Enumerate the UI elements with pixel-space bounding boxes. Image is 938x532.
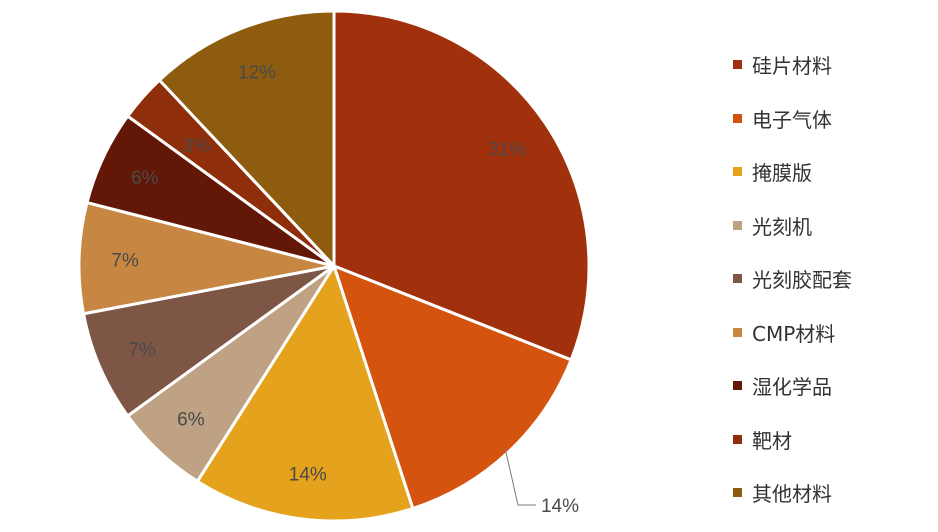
legend-label: 电子气体 (752, 107, 832, 132)
legend-swatch (733, 274, 742, 284)
legend-label: 靶材 (752, 428, 792, 453)
legend-swatch (733, 113, 742, 123)
legend-swatch (733, 167, 742, 177)
legend-item-1: 电子气体 (733, 92, 933, 146)
slice-label-3: 6% (177, 409, 205, 430)
legend-swatch (733, 327, 742, 337)
legend-item-0: 硅片材料 (733, 38, 933, 92)
pie-slice-8 (157, 9, 336, 270)
legend: 硅片材料电子气体掩膜版光刻机光刻胶配套 CMP材料湿化学品靶材其他材料 (733, 38, 933, 520)
legend-item-8: 其他材料 (733, 466, 933, 520)
legend-swatch (733, 488, 742, 498)
legend-item-7: 靶材 (733, 413, 933, 467)
legend-label: 湿化学品 (752, 375, 832, 400)
slice-label-6: 6% (131, 168, 159, 189)
legend-label: 光刻胶配套 (752, 268, 852, 293)
pie-slice-5 (77, 200, 335, 316)
pie-slices (77, 9, 591, 523)
legend-label: 掩膜版 (752, 161, 812, 186)
slice-label-7: 3% (183, 136, 211, 157)
legend-label: 其他材料 (752, 482, 832, 507)
pie-labels: 31% 14% 14% 6% 7% 7% 6% 3% 12% (111, 63, 579, 517)
legend-swatch (733, 381, 742, 391)
legend-item-2: 掩膜版 (733, 145, 933, 199)
legend-swatch (733, 60, 742, 70)
pie-slice-0 (332, 9, 591, 362)
pie-slice-2 (195, 262, 415, 523)
legend-swatch (733, 220, 742, 230)
legend-item-4: 光刻胶配套 (733, 252, 933, 306)
legend-label: CMP材料 (752, 321, 836, 346)
legend-item-3: 光刻机 (733, 199, 933, 253)
legend-item-6: 湿化学品 (733, 359, 933, 413)
legend-item-5: CMP材料 (733, 306, 933, 360)
slice-label-0: 31% (488, 139, 526, 160)
leader-line-1 (504, 448, 536, 506)
slice-label-5: 7% (111, 250, 139, 271)
slice-label-2: 14% (289, 464, 327, 485)
pie-slice-4 (81, 264, 335, 418)
legend-label: 硅片材料 (752, 54, 832, 79)
slice-label-4: 7% (128, 340, 156, 361)
legend-swatch (733, 434, 742, 444)
slice-label-1: 14% (541, 496, 579, 517)
legend-label: 光刻机 (752, 214, 812, 239)
slice-label-8: 12% (238, 63, 276, 84)
